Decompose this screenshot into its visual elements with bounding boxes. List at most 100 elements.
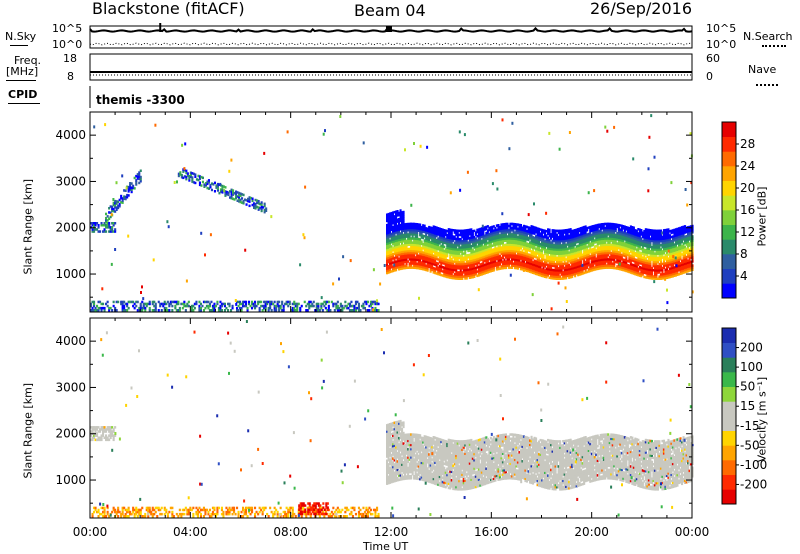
heatmap-cell xyxy=(410,264,413,267)
heatmap-cell xyxy=(450,249,453,253)
heatmap-cell xyxy=(389,239,392,242)
heatmap-cell xyxy=(259,206,262,210)
heatmap-cell xyxy=(423,249,426,253)
heatmap-cell xyxy=(449,249,452,252)
heatmap-cell xyxy=(405,225,408,228)
heatmap-cell xyxy=(447,246,450,250)
heatmap-cell xyxy=(539,267,542,271)
heatmap-cell xyxy=(429,228,432,231)
heatmap-cell xyxy=(408,233,411,236)
heatmap-cell xyxy=(685,241,688,244)
heatmap-cell xyxy=(538,236,541,239)
heatmap-cell xyxy=(521,261,524,265)
heatmap-cell xyxy=(652,231,655,234)
heatmap-cell xyxy=(554,254,557,257)
heatmap-cell xyxy=(287,304,290,308)
heatmap-cell xyxy=(670,256,673,260)
heatmap-cell xyxy=(138,173,141,176)
heatmap-cell xyxy=(681,267,684,271)
heatmap-cell xyxy=(470,247,473,250)
heatmap-cell xyxy=(441,241,444,244)
heatmap-cell xyxy=(426,229,429,233)
heatmap-cell xyxy=(390,224,393,227)
heatmap-cell xyxy=(414,247,417,251)
heatmap-cell xyxy=(584,260,587,264)
heatmap-cell xyxy=(581,228,584,231)
heatmap-cell xyxy=(647,274,650,278)
heatmap-cell xyxy=(602,229,605,232)
heatmap-cell xyxy=(658,229,661,232)
heatmap-cell xyxy=(154,309,157,312)
heatmap-cell xyxy=(396,214,399,217)
heatmap-cell xyxy=(653,252,656,255)
heatmap-cell xyxy=(566,253,569,257)
heatmap-cell xyxy=(91,222,94,225)
heatmap-cell xyxy=(529,266,532,269)
heatmap-cell xyxy=(386,261,389,264)
heatmap-cell xyxy=(126,193,129,197)
heatmap-cell xyxy=(410,258,413,261)
heatmap-cell xyxy=(438,237,441,241)
heatmap-cell xyxy=(446,240,449,243)
heatmap-cell xyxy=(532,250,535,254)
heatmap-cell xyxy=(569,240,572,244)
heatmap-cell xyxy=(652,248,655,251)
heatmap-cell xyxy=(614,233,617,237)
heatmap-cell xyxy=(476,262,479,265)
heatmap-cell xyxy=(586,249,589,253)
heatmap-cell xyxy=(556,246,559,249)
heatmap-cell xyxy=(504,256,507,259)
heatmap-cell xyxy=(535,235,538,238)
heatmap-cell xyxy=(652,275,655,278)
heatmap-cell xyxy=(423,255,426,259)
heatmap-cell xyxy=(619,228,622,231)
heatmap-cell xyxy=(239,306,242,310)
heatmap-cell xyxy=(545,234,548,237)
heatmap-cell xyxy=(459,273,462,276)
heatmap-cell xyxy=(542,258,545,261)
heatmap-cell xyxy=(414,258,417,261)
heatmap-cell xyxy=(565,262,568,265)
heatmap-cell xyxy=(182,168,185,171)
heatmap-cell xyxy=(586,239,589,242)
heatmap-cell xyxy=(553,243,556,247)
heatmap-cell xyxy=(521,266,524,269)
heatmap-cell xyxy=(254,306,257,310)
heatmap-cell xyxy=(682,269,685,272)
heatmap-cell xyxy=(483,234,486,237)
heatmap-cell xyxy=(464,235,467,239)
heatmap-cell xyxy=(649,245,652,249)
heatmap-cell xyxy=(577,248,580,252)
heatmap-cell xyxy=(423,253,426,257)
heatmap-cell xyxy=(416,258,419,261)
heatmap-cell xyxy=(513,241,516,245)
heatmap-cell xyxy=(483,251,486,254)
heatmap-cell xyxy=(664,264,667,267)
heatmap-cell xyxy=(111,228,114,231)
heatmap-cell xyxy=(551,245,554,249)
heatmap-cell xyxy=(446,271,449,274)
heatmap-cell xyxy=(462,264,465,268)
heatmap-cell xyxy=(477,255,480,258)
heatmap-cell xyxy=(661,277,664,280)
heatmap-cell xyxy=(595,251,598,254)
heatmap-cell xyxy=(529,243,532,246)
heatmap-cell xyxy=(219,300,222,304)
heatmap-cell xyxy=(389,216,392,220)
heatmap-cell xyxy=(653,269,656,272)
heatmap-cell xyxy=(678,239,681,243)
heatmap-cell xyxy=(556,256,559,260)
heatmap-cell xyxy=(419,261,422,264)
heatmap-cell xyxy=(562,229,565,232)
heatmap-cell xyxy=(402,225,405,228)
heatmap-cell xyxy=(598,252,601,256)
heatmap-cell xyxy=(393,217,396,220)
heatmap-cell xyxy=(429,270,432,273)
heatmap-cell xyxy=(560,256,563,260)
heatmap-cell xyxy=(450,272,453,275)
heatmap-cell xyxy=(395,264,398,268)
heatmap-cell xyxy=(539,259,542,262)
heatmap-cell xyxy=(519,257,522,260)
heatmap-cell xyxy=(530,246,533,249)
heatmap-cell xyxy=(420,242,423,246)
